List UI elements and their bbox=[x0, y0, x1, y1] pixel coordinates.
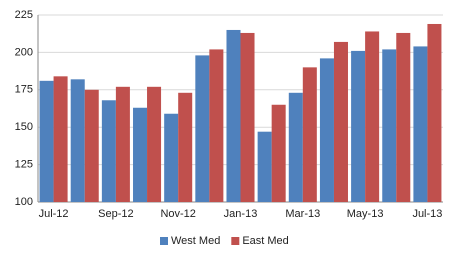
bar bbox=[164, 113, 179, 202]
bar bbox=[115, 86, 130, 202]
bar bbox=[240, 32, 255, 203]
bar bbox=[288, 92, 303, 202]
bar bbox=[365, 31, 380, 203]
y-tick-label: 125 bbox=[15, 159, 33, 171]
bar bbox=[70, 79, 85, 202]
legend-label: East Med bbox=[242, 235, 288, 247]
bar bbox=[39, 80, 54, 202]
bar bbox=[133, 107, 148, 202]
x-tick-label: May-13 bbox=[347, 208, 384, 220]
legend-swatch bbox=[231, 237, 240, 245]
bar bbox=[382, 49, 397, 202]
bar bbox=[413, 46, 428, 202]
bar bbox=[257, 131, 272, 202]
bar bbox=[53, 76, 68, 202]
y-tick-label: 150 bbox=[15, 121, 33, 133]
bar bbox=[271, 104, 286, 202]
bar bbox=[302, 67, 317, 202]
bar bbox=[195, 55, 210, 202]
bar bbox=[333, 41, 348, 202]
bar bbox=[226, 29, 241, 203]
y-tick-label: 100 bbox=[15, 196, 33, 208]
bar bbox=[147, 86, 162, 202]
bar bbox=[209, 49, 224, 202]
y-tick-label: 200 bbox=[15, 46, 33, 58]
bar bbox=[427, 23, 442, 203]
y-tick-label: 225 bbox=[15, 9, 33, 21]
legend-swatch bbox=[160, 237, 168, 245]
bar bbox=[396, 32, 411, 203]
bar bbox=[319, 58, 334, 202]
x-tick-label: Sep-12 bbox=[98, 208, 133, 220]
y-tick-label: 175 bbox=[15, 84, 33, 96]
x-tick-label: Jul-12 bbox=[39, 208, 69, 220]
x-tick-label: Jul-13 bbox=[412, 208, 442, 220]
bar bbox=[84, 89, 99, 202]
legend-label: West Med bbox=[171, 235, 220, 247]
bar bbox=[178, 92, 193, 202]
x-tick-label: Jan-13 bbox=[224, 208, 258, 220]
x-tick-label: Mar-13 bbox=[285, 208, 320, 220]
bar bbox=[101, 100, 116, 202]
x-tick-label: Nov-12 bbox=[160, 208, 195, 220]
bar bbox=[351, 50, 366, 203]
